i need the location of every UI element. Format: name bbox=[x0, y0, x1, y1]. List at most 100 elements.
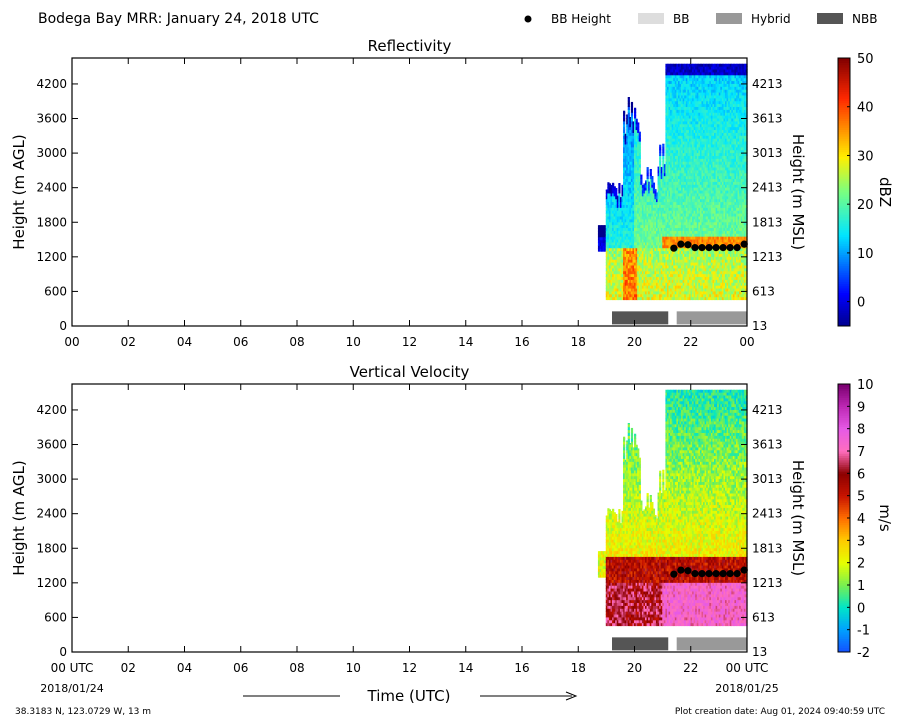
heatmap-cell bbox=[597, 233, 601, 238]
heatmap-cell bbox=[695, 285, 698, 289]
heatmap-cell bbox=[696, 178, 699, 182]
heatmap-cell bbox=[671, 97, 674, 102]
heatmap-cell bbox=[673, 201, 676, 205]
heatmap-cell bbox=[629, 140, 632, 145]
heatmap-cell bbox=[623, 126, 626, 131]
heatmap-cell bbox=[638, 161, 641, 165]
heatmap-cell bbox=[709, 293, 712, 298]
heatmap-cell bbox=[643, 293, 646, 298]
heatmap-cell bbox=[674, 63, 677, 67]
heatmap-cell bbox=[690, 218, 693, 223]
heatmap-cell bbox=[646, 230, 649, 234]
heatmap-cell bbox=[674, 270, 677, 275]
heatmap-cell bbox=[706, 192, 709, 197]
heatmap-cell bbox=[690, 262, 693, 266]
heatmap-cell bbox=[676, 140, 679, 145]
heatmap-cell bbox=[623, 175, 626, 180]
heatmap-cell bbox=[651, 213, 654, 217]
heatmap-cell bbox=[704, 227, 707, 231]
heatmap-cell bbox=[684, 285, 687, 289]
heatmap-cell bbox=[677, 86, 681, 90]
heatmap-cell bbox=[682, 106, 685, 110]
heatmap-cell bbox=[618, 204, 621, 208]
heatmap-cell bbox=[599, 233, 602, 238]
heatmap-cell bbox=[696, 83, 699, 87]
heatmap-cell bbox=[637, 187, 640, 191]
heatmap-cell bbox=[706, 149, 709, 154]
heatmap-cell bbox=[608, 184, 612, 188]
heatmap-cell bbox=[646, 293, 649, 298]
heatmap-cell bbox=[670, 241, 673, 246]
heatmap-cell bbox=[629, 267, 632, 272]
heatmap-cell bbox=[626, 152, 629, 156]
heatmap-cell bbox=[648, 192, 651, 197]
heatmap-cell bbox=[634, 224, 637, 229]
heatmap-cell bbox=[665, 238, 668, 243]
heatmap-cell bbox=[668, 267, 671, 272]
heatmap-cell bbox=[623, 117, 626, 122]
heatmap-cell bbox=[671, 71, 674, 76]
heatmap-cell bbox=[610, 253, 613, 257]
heatmap-cell bbox=[699, 100, 703, 105]
heatmap-cell bbox=[608, 233, 612, 237]
heatmap-cell bbox=[599, 248, 602, 252]
heatmap-cell bbox=[643, 282, 646, 286]
heatmap-cell bbox=[684, 132, 687, 136]
heatmap-cell bbox=[624, 279, 627, 283]
heatmap-cell bbox=[634, 256, 637, 260]
heatmap-cell bbox=[638, 221, 641, 226]
heatmap-cell bbox=[623, 213, 626, 217]
heatmap-cell bbox=[673, 218, 676, 223]
heatmap-cell bbox=[616, 256, 619, 260]
heatmap-cell bbox=[652, 276, 656, 280]
heatmap-cell bbox=[677, 293, 681, 298]
heatmap-cell bbox=[690, 230, 693, 234]
heatmap-cell bbox=[674, 66, 677, 70]
heatmap-cell bbox=[673, 169, 676, 174]
heatmap-cell bbox=[657, 175, 660, 180]
heatmap-cell bbox=[657, 262, 660, 266]
heatmap-cell bbox=[655, 204, 659, 208]
heatmap-cell bbox=[627, 192, 630, 197]
heatmap-cell bbox=[688, 230, 692, 234]
heatmap-cell bbox=[698, 117, 701, 122]
heatmap-cell bbox=[665, 97, 668, 102]
heatmap-cell bbox=[674, 86, 677, 90]
heatmap-cell bbox=[684, 276, 687, 280]
heatmap-cell bbox=[688, 221, 692, 226]
heatmap-cell bbox=[654, 293, 657, 298]
heatmap-cell bbox=[657, 250, 660, 254]
heatmap-cell bbox=[674, 175, 677, 180]
heatmap-cell bbox=[703, 207, 706, 211]
heatmap-cell bbox=[646, 172, 649, 177]
heatmap-cell bbox=[635, 152, 638, 156]
heatmap-cell bbox=[634, 233, 637, 237]
heatmap-cell bbox=[624, 166, 627, 171]
heatmap-cell bbox=[706, 100, 709, 105]
heatmap-cell bbox=[695, 293, 698, 298]
heatmap-cell bbox=[704, 262, 707, 266]
heatmap-cell bbox=[612, 198, 615, 203]
heatmap-cell bbox=[668, 166, 671, 171]
heatmap-cell bbox=[608, 259, 612, 263]
heatmap-cell bbox=[677, 117, 681, 122]
heatmap-cell bbox=[660, 215, 663, 220]
heatmap-cell bbox=[679, 201, 682, 205]
heatmap-cell bbox=[687, 189, 690, 194]
heatmap-cell bbox=[632, 218, 635, 223]
heatmap-cell bbox=[660, 264, 663, 269]
heatmap-cell bbox=[638, 198, 641, 203]
heatmap-cell bbox=[696, 270, 699, 275]
heatmap-cell bbox=[651, 224, 654, 229]
heatmap-cell bbox=[682, 83, 685, 87]
heatmap-cell bbox=[648, 250, 651, 254]
heatmap-cell bbox=[668, 77, 671, 82]
heatmap-cell bbox=[690, 100, 693, 105]
heatmap-cell bbox=[654, 290, 657, 295]
heatmap-cell bbox=[682, 143, 685, 148]
heatmap-cell bbox=[627, 195, 630, 200]
heatmap-cell bbox=[688, 204, 692, 208]
heatmap-cell bbox=[684, 103, 687, 108]
heatmap-cell bbox=[671, 83, 674, 87]
heatmap-cell bbox=[634, 192, 637, 197]
